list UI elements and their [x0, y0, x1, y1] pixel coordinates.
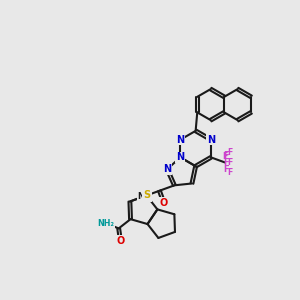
- Text: F: F: [222, 152, 227, 161]
- Text: N: N: [163, 164, 171, 174]
- Text: N: N: [176, 152, 184, 162]
- Text: F: F: [223, 151, 229, 160]
- Text: O: O: [160, 198, 168, 208]
- Text: O: O: [116, 236, 124, 246]
- Text: F
F
F: F F F: [227, 148, 233, 177]
- Text: NH: NH: [138, 192, 152, 201]
- Text: N: N: [207, 135, 215, 145]
- Text: S: S: [143, 190, 150, 200]
- Text: F: F: [223, 165, 229, 174]
- Text: N: N: [176, 135, 184, 145]
- Text: F: F: [223, 158, 229, 167]
- Text: NH₂: NH₂: [98, 219, 114, 228]
